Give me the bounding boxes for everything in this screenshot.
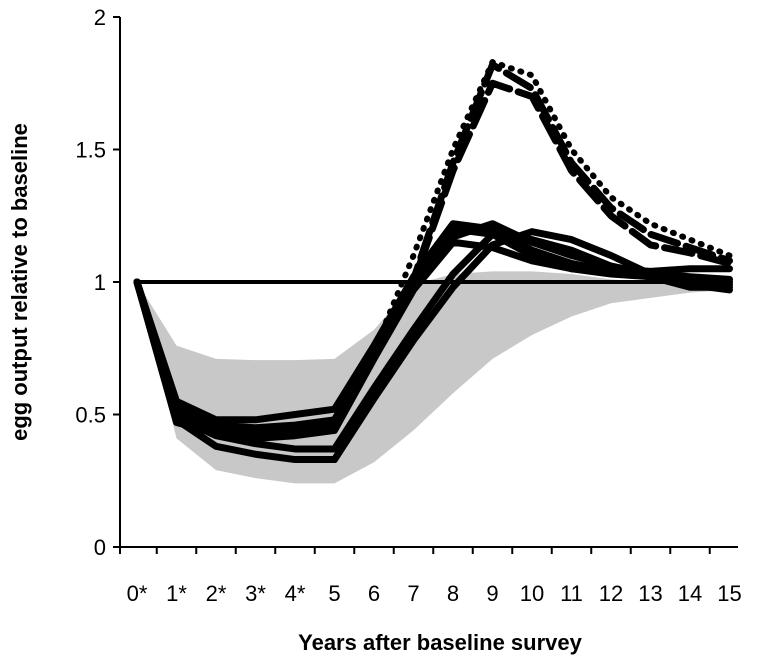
x-tick-labels: 0* 1* 2* 3* 4* 5 6 7 8 9 10 11 12 13 14 15 <box>119 547 742 606</box>
x-tick-label: 8 <box>447 581 459 606</box>
x-tick-label: 7 <box>407 581 419 606</box>
x-tick-label: 11 <box>560 581 583 606</box>
y-tick-labels: 0 0.5 1 1.5 2 <box>75 5 120 560</box>
x-tick-label: 0* <box>127 581 148 606</box>
y-tick-label: 1.5 <box>75 138 106 163</box>
x-tick-label: 13 <box>638 581 662 606</box>
x-tick-label: 9 <box>486 581 498 606</box>
x-axis-title: Years after baseline survey <box>298 630 582 655</box>
series-line-5 <box>133 220 733 424</box>
x-tick-label: 6 <box>368 581 380 606</box>
x-tick-label: 12 <box>599 581 623 606</box>
series-line-9 <box>133 79 733 437</box>
series-lines <box>133 59 733 464</box>
x-tick-label: 10 <box>520 581 544 606</box>
series-line-2 <box>133 228 733 464</box>
y-tick-label: 0 <box>94 535 106 560</box>
x-tick-label: 3* <box>245 581 266 606</box>
series-line-10 <box>134 59 733 437</box>
x-tick-label: 5 <box>328 581 340 606</box>
x-tick-label: 2* <box>206 581 227 606</box>
x-tick-label: 1* <box>166 581 187 606</box>
x-tick-label: 15 <box>717 581 741 606</box>
y-tick-label: 0.5 <box>75 403 106 428</box>
y-tick-label: 2 <box>94 5 106 30</box>
x-tick-label: 14 <box>678 581 702 606</box>
series-line-7 <box>133 238 733 442</box>
y-tick-label: 1 <box>94 270 106 295</box>
y-axis-title: egg output relative to baseline <box>7 123 32 441</box>
x-tick-label: 4* <box>285 581 306 606</box>
